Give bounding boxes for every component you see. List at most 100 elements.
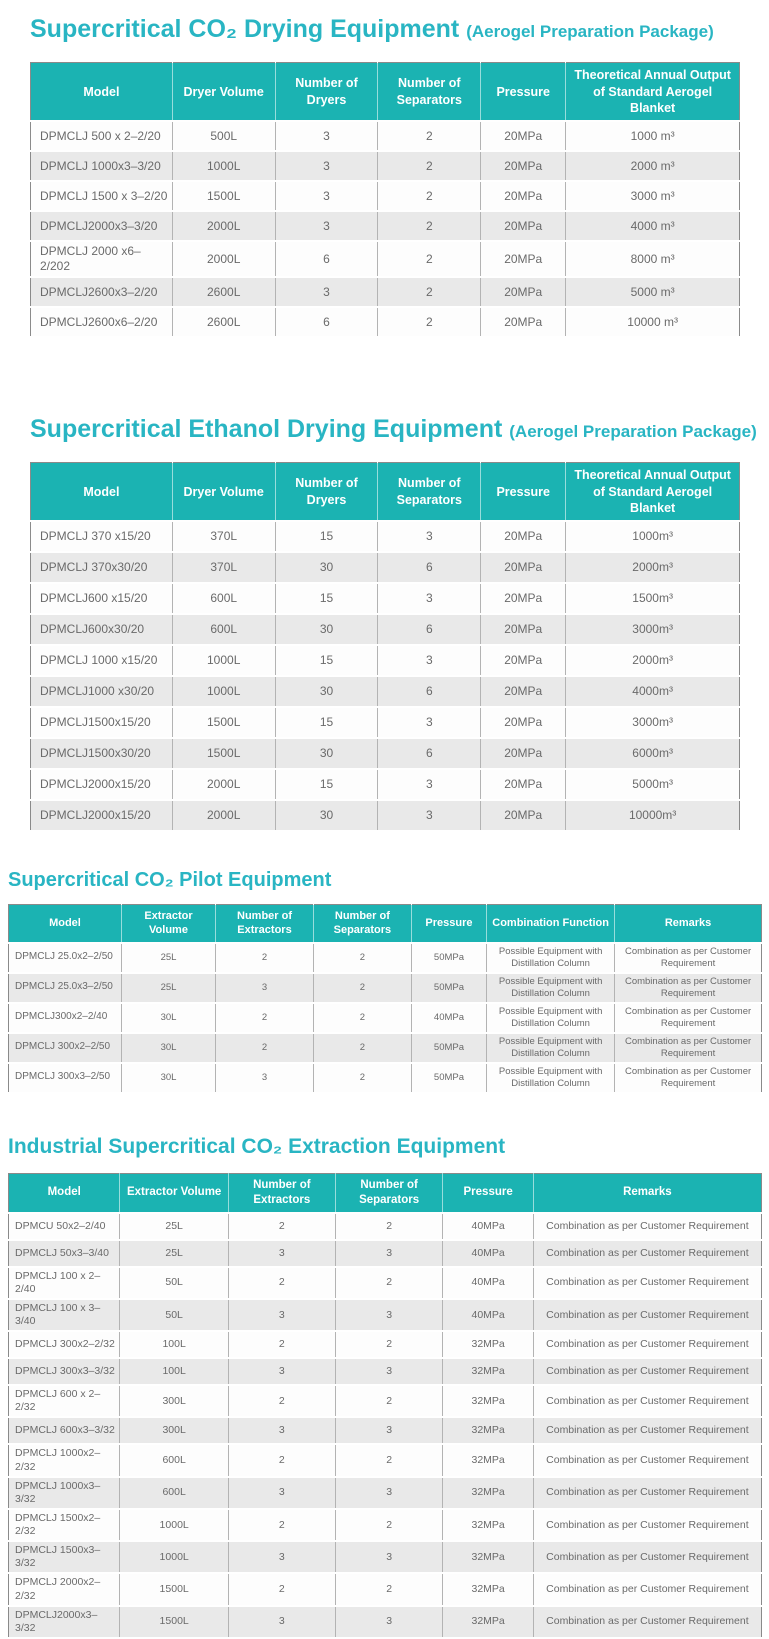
table-cell: 20MPa [480,121,567,152]
table-cell: 32MPa [442,1358,534,1387]
column-header: Number of Extractors [228,1173,336,1213]
table-cell: 2000m³ [565,552,740,584]
table-cell: 3 [228,1358,336,1387]
table-cell: 3 [215,1062,314,1094]
table-cell: 1500L [172,707,276,739]
table-cell: 5000 m³ [565,277,740,308]
column-header: Pressure [480,462,567,521]
table-cell: 15 [275,583,379,615]
table-cell: 30 [275,552,379,584]
table-cell: 25L [121,942,217,974]
spacer [30,45,740,62]
table-cell: 20MPa [480,800,567,832]
table-cell: 6 [377,738,482,770]
table-cell: DPMCLJ 600x3–3/32 [8,1417,121,1446]
table-cell: Combination as per Customer Requirement [614,1032,762,1064]
section-title: Supercritical Ethanol Drying Equipment (… [30,414,757,445]
spacer [30,445,740,462]
table-row: DPMCLJ 1000x3–3/32 600L 3 3 32MPa Combination… [8,1476,762,1510]
table-row: DPMCLJ 370x30/20 370L 30 6 20MPa 2000m³ [30,552,740,584]
table-cell: 2000L [172,241,276,278]
table-cell: 3 [228,1476,336,1510]
table-cell: DPMCLJ 1500x3–3/32 [8,1541,121,1575]
table-cell: DPMCLJ2000x15/20 [30,769,173,801]
table-cell: DPMCLJ 50x3–3/40 [8,1239,121,1268]
table-cell: 2000L [172,211,276,242]
section-title-text: Industrial Supercritical CO₂ Extraction … [8,1134,506,1158]
table-cell: 2 [228,1212,336,1241]
table-cell: Combination as per Customer Requirement [533,1212,762,1241]
table-cell: DPMCLJ2000x3–3/32 [8,1605,121,1639]
table-cell: Possible Equipment with Distillation Col… [486,1002,616,1034]
table-row: DPMCLJ600 x15/20 600L 15 3 20MPa 1500m³ [30,583,740,615]
table-cell: 3 [335,1605,444,1639]
table-row: DPMCLJ 1500x2–2/32 1000L 2 2 32MPa Combinatio… [8,1508,762,1543]
table-cell: 2 [335,1444,444,1478]
table-cell: Combination as per Customer Requirement [614,942,762,974]
table-row: DPMCLJ 25.0x3–2/50 25L 3 2 50MPa Possible Equ… [8,972,762,1004]
table-cell: 30L [121,1062,217,1094]
column-header: Model [30,462,173,521]
table-cell: 32MPa [442,1541,534,1575]
table-cell: 20MPa [480,211,567,242]
table-cell: DPMCLJ 300x3–2/50 [8,1062,122,1094]
spacer [8,1160,762,1173]
table-cell: 3 [275,181,379,212]
table-cell: Combination as per Customer Requirement [614,1062,762,1094]
column-header: Number of Dryers [275,62,379,121]
table-cell: DPMCLJ2000x15/20 [30,800,173,832]
table-cell: DPMCLJ1500x15/20 [30,707,173,739]
table-cell: 3 [275,211,379,242]
table-cell: 3 [335,1358,444,1387]
table-cell: DPMCLJ2600x6–2/20 [30,307,173,338]
table-header-row: Model Extractor Volume Number of Extractor… [8,1173,762,1213]
table-cell: 2000 m³ [565,151,740,182]
table-cell: 1500L [172,181,276,212]
column-header: Pressure [411,904,488,943]
table-cell: Combination as per Customer Requirement [533,1444,762,1478]
table-cell: 32MPa [442,1508,534,1543]
table-cell: 30 [275,738,379,770]
table-row: DPMCLJ 300x2–2/32 100L 2 2 32MPa Combination … [8,1331,762,1360]
table-cell: 50MPa [411,972,488,1004]
table-cell: DPMCLJ 1500 x 3–2/20 [30,181,173,212]
column-header: Number of Separators [313,904,412,943]
table-cell: 15 [275,521,379,553]
table-cell: Combination as per Customer Requirement [533,1331,762,1360]
table-cell: 20MPa [480,181,567,212]
table-cell: 50MPa [411,942,488,974]
table-row: DPMCLJ 1000x3–3/20 1000L 3 2 20MPa 2000 m³ [30,151,740,182]
table-cell: 1000L [119,1508,229,1543]
table-row: DPMCLJ600x30/20 600L 30 6 20MPa 3000m³ [30,614,740,646]
table-cell: 2 [335,1331,444,1360]
table-row: DPMCLJ 2000 x6–2/202 2000L 6 2 20MPa 8000 m³ [30,241,740,278]
table-cell: 2000L [172,769,276,801]
section-title-text: Supercritical CO₂ Pilot Equipment [8,869,332,891]
table-cell: DPMCLJ 1000x2–2/32 [8,1444,121,1478]
table-cell: 6 [275,307,379,338]
table-cell: 300L [119,1417,229,1446]
table-cell: DPMCLJ2600x3–2/20 [30,277,173,308]
table-cell: 3 [335,1239,444,1268]
column-header: Theoretical Annual Output of Standard Ae… [565,462,740,521]
table-cell: 20MPa [480,241,567,278]
table-cell: 30 [275,676,379,708]
table-cell: 1000L [119,1541,229,1575]
table-row: DPMCLJ 100 x 3–3/40 50L 3 3 40MPa Combination… [8,1298,762,1333]
table-cell: Combination as per Customer Requirement [614,972,762,1004]
table-cell: 1000L [172,676,276,708]
table-cell: 20MPa [480,552,567,584]
table-cell: 2 [335,1573,444,1607]
table-cell: DPMCLJ 25.0x2–2/50 [8,942,122,974]
table-cell: 2 [377,307,482,338]
table-cell: Possible Equipment with Distillation Col… [486,1062,616,1094]
section-industrial-co2-extraction-equipment: Industrial Supercritical CO₂ Extraction … [8,1134,762,1639]
table-cell: 3 [228,1541,336,1575]
column-header: Extractor Volume [121,904,217,943]
table-cell: DPMCLJ 1500x2–2/32 [8,1508,121,1543]
table-cell: 32MPa [442,1444,534,1478]
table-cell: DPMCLJ 300x2–2/32 [8,1331,121,1360]
spacer [8,893,762,904]
table-cell: 2 [313,972,412,1004]
